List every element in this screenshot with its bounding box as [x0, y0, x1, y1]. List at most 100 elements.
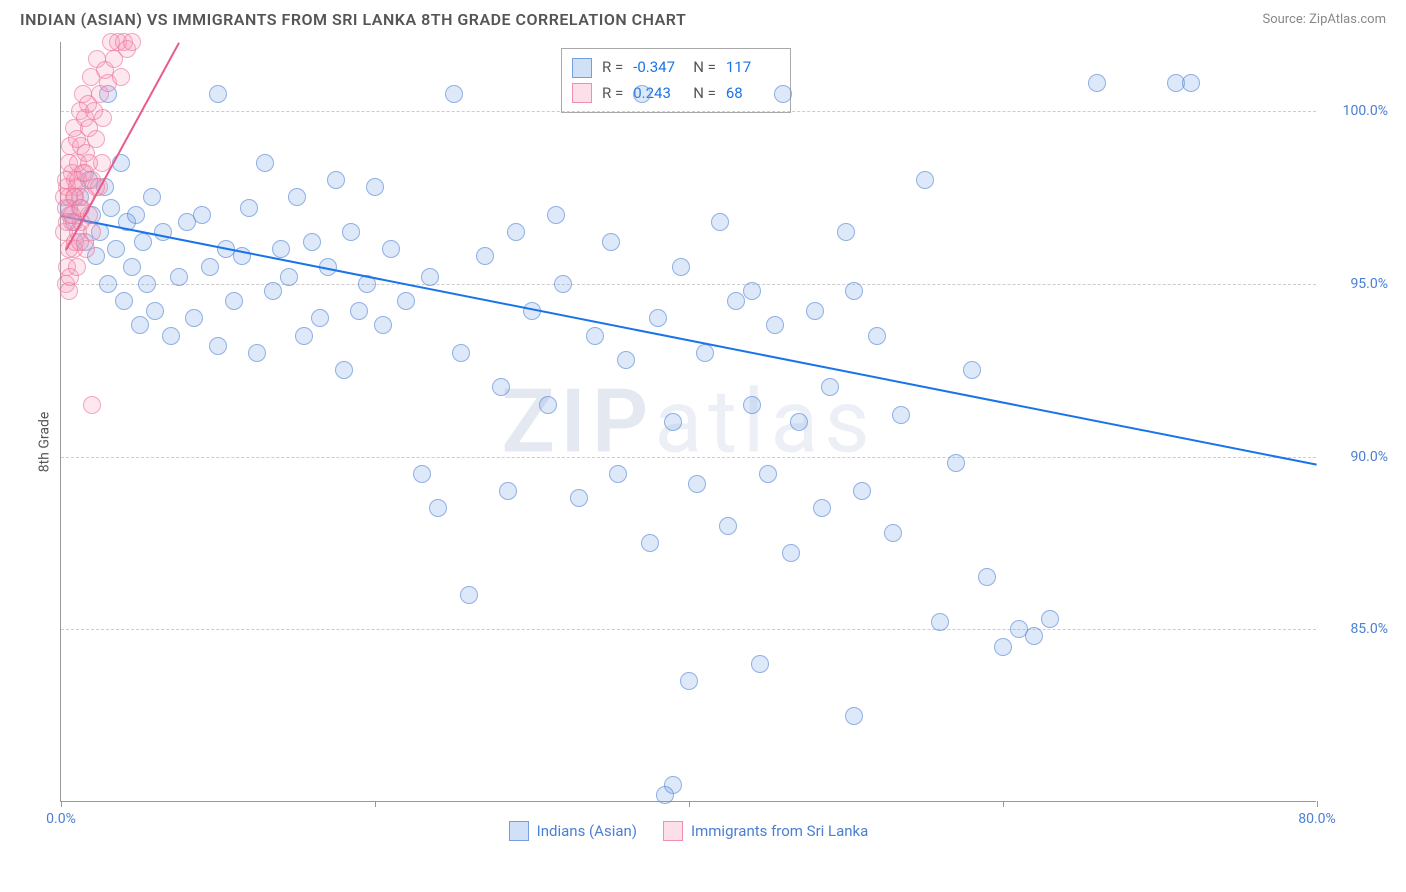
scatter-point [170, 268, 188, 286]
scatter-point [766, 316, 784, 334]
plot-area: ZIPatlas R = -0.347 N = 117 R = 0.243 N … [60, 42, 1386, 842]
scatter-point [931, 613, 949, 631]
gridline-h [61, 284, 1316, 285]
scatter-point [947, 454, 965, 472]
scatter-point [413, 465, 431, 483]
scatter-point [727, 292, 745, 310]
scatter-point [240, 199, 258, 217]
trendline [61, 215, 1317, 466]
scatter-point [837, 223, 855, 241]
scatter-point [374, 316, 392, 334]
stats-box: R = -0.347 N = 117 R = 0.243 N = 68 [561, 48, 791, 113]
scatter-point [429, 499, 447, 517]
scatter-point [688, 475, 706, 493]
scatter-point [288, 188, 306, 206]
scatter-point [1041, 610, 1059, 628]
scatter-point [499, 482, 517, 500]
scatter-point [680, 672, 698, 690]
scatter-point [445, 85, 463, 103]
watermark: ZIPatlas [501, 370, 875, 473]
scatter-point [94, 109, 112, 127]
scatter-point [272, 240, 290, 258]
scatter-point [112, 68, 130, 86]
legend-swatch-pink [663, 821, 683, 841]
scatter-point [790, 413, 808, 431]
scatter-point [656, 786, 674, 804]
scatter-point [1182, 74, 1200, 92]
ytick-label: 90.0% [1318, 449, 1388, 465]
xtick-mark [1317, 801, 1318, 807]
scatter-point [366, 178, 384, 196]
scatter-point [609, 465, 627, 483]
scatter-point [641, 534, 659, 552]
scatter-point [1025, 627, 1043, 645]
legend-label-blue: Indians (Asian) [537, 822, 637, 840]
gridline-h [61, 457, 1316, 458]
scatter-point [994, 638, 1012, 656]
gridline-h [61, 629, 1316, 630]
stats-r-value-blue: -0.347 [633, 55, 683, 81]
gridline-h [61, 111, 1316, 112]
scatter-point [617, 351, 635, 369]
scatter-point [806, 302, 824, 320]
scatter-point [868, 327, 886, 345]
xtick-mark [61, 801, 62, 807]
scatter-point [452, 344, 470, 362]
scatter-point [821, 378, 839, 396]
scatter-point [102, 199, 120, 217]
scatter-point [99, 275, 117, 293]
scatter-point [185, 309, 203, 327]
scatter-point [602, 233, 620, 251]
scatter-point [311, 309, 329, 327]
ytick-label: 95.0% [1318, 276, 1388, 292]
scatter-point [303, 233, 321, 251]
scatter-point [342, 223, 360, 241]
swatch-pink [572, 83, 592, 103]
scatter-point [813, 499, 831, 517]
scatter-point [83, 396, 101, 414]
scatter-point [845, 282, 863, 300]
scatter-point [134, 233, 152, 251]
scatter-point [507, 223, 525, 241]
scatter-point [209, 85, 227, 103]
ytick-label: 85.0% [1318, 621, 1388, 637]
legend-label-pink: Immigrants from Sri Lanka [691, 822, 868, 840]
stats-n-label: N = [693, 81, 716, 107]
stats-n-label: N = [693, 55, 716, 81]
scatter-point [225, 292, 243, 310]
scatter-point [711, 213, 729, 231]
scatter-point [845, 707, 863, 725]
scatter-point [138, 275, 156, 293]
scatter-point [421, 268, 439, 286]
scatter-point [1088, 74, 1106, 92]
scatter-point [696, 344, 714, 362]
stats-row-blue: R = -0.347 N = 117 [572, 55, 776, 81]
xtick-mark [1003, 801, 1004, 807]
scatter-point [570, 489, 588, 507]
xtick-label: 0.0% [46, 811, 76, 827]
scatter-point [554, 275, 572, 293]
inner-plot-area: ZIPatlas R = -0.347 N = 117 R = 0.243 N … [60, 42, 1316, 802]
scatter-point [248, 344, 266, 362]
scatter-point [963, 361, 981, 379]
scatter-point [123, 258, 141, 276]
scatter-point [256, 154, 274, 172]
scatter-point [672, 258, 690, 276]
swatch-blue [572, 58, 592, 78]
scatter-point [264, 282, 282, 300]
scatter-point [327, 171, 345, 189]
source-attribution: Source: ZipAtlas.com [1262, 12, 1386, 27]
scatter-point [382, 240, 400, 258]
stats-n-value-blue: 117 [726, 55, 776, 81]
scatter-point [916, 171, 934, 189]
scatter-point [476, 247, 494, 265]
scatter-point [131, 316, 149, 334]
y-axis-label: 8th Grade [36, 412, 52, 473]
scatter-point [633, 85, 651, 103]
xtick-mark [375, 801, 376, 807]
scatter-point [295, 327, 313, 345]
scatter-point [492, 378, 510, 396]
scatter-point [107, 240, 125, 258]
scatter-point [335, 361, 353, 379]
watermark-suffix: atlas [654, 370, 875, 473]
